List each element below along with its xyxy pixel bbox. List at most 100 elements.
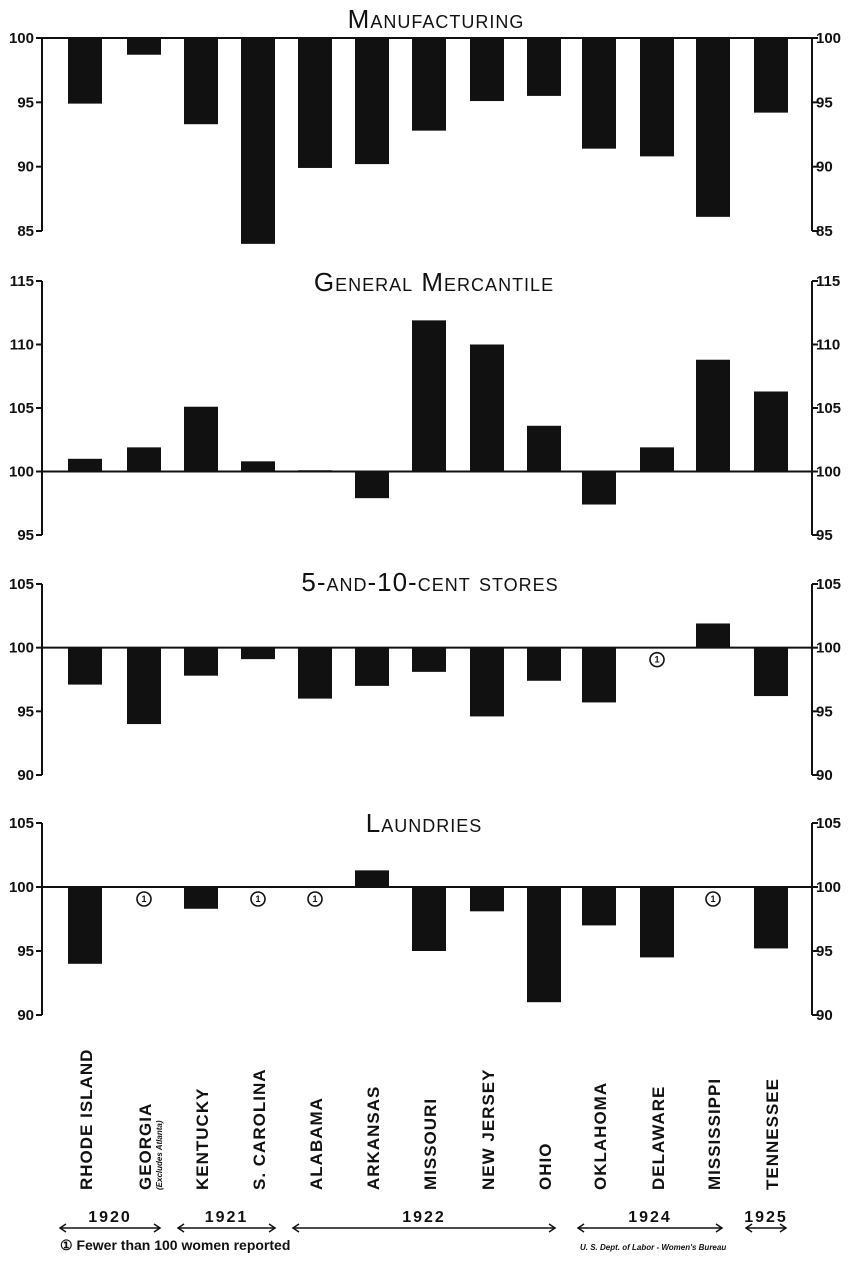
- bar-kentucky: [184, 647, 218, 676]
- year-brackets: 1920 1921 1922 1924 1925: [58, 1209, 788, 1233]
- tick-label-left: 95: [17, 943, 34, 960]
- tick-label-right: 90: [816, 159, 833, 176]
- year-bracket-1924: 1924: [576, 1209, 724, 1233]
- arrow-right-icon: [268, 1223, 277, 1233]
- bar-new-jersey: [470, 38, 504, 102]
- tick-label-right: 115: [816, 273, 840, 290]
- marker-label: 1: [710, 894, 715, 904]
- tick-label-left: 90: [17, 767, 34, 784]
- state-label-tennessee: TENNESSEE: [763, 1078, 782, 1190]
- bar-s-carolina: [241, 647, 275, 660]
- bar-rhode-island: [68, 887, 102, 964]
- bar-georgia: [127, 647, 161, 725]
- tick-label-left: 105: [9, 815, 34, 832]
- tick-label-left: 105: [9, 400, 34, 417]
- few-reported-marker-alabama: [307, 891, 323, 907]
- tick-label-left: 100: [9, 30, 34, 47]
- tick-label-left: 115: [10, 273, 34, 290]
- tick-label-left: 90: [17, 1007, 34, 1024]
- bar-mississippi: [696, 623, 730, 648]
- tick-label-left: 100: [9, 879, 34, 896]
- arrow-right-icon: [153, 1223, 162, 1233]
- arrow-left-icon: [744, 1223, 753, 1233]
- bar-ohio: [527, 647, 561, 681]
- tick-label-right: 95: [816, 703, 833, 720]
- bar-alabama: [298, 647, 332, 699]
- tick-label-right: 100: [816, 30, 841, 47]
- bar-mississippi: [696, 38, 730, 217]
- bar-rhode-island: [68, 458, 102, 472]
- tick-label-left: 100: [9, 640, 34, 657]
- state-label-oklahoma: OKLAHOMA: [591, 1082, 610, 1190]
- bar-oklahoma: [582, 38, 616, 149]
- state-labels: RHODE ISLAND GEORGIA KENTUCKY S. CAROLINA AL…: [77, 1049, 782, 1190]
- bar-missouri: [412, 887, 446, 951]
- bar-missouri: [412, 647, 446, 672]
- bar-oklahoma: [582, 471, 616, 505]
- bar-arkansas: [355, 870, 389, 887]
- credit-line: U. S. Dept. of Labor - Women's Bureau: [580, 1243, 726, 1252]
- arrow-left-icon: [176, 1223, 185, 1233]
- tick-label-right: 110: [816, 337, 840, 354]
- state-label-s-carolina: S. CAROLINA: [250, 1069, 269, 1191]
- marker-label: 1: [255, 894, 260, 904]
- tick-label-right: 95: [816, 94, 833, 111]
- year-bracket-1925: 1925: [744, 1209, 788, 1233]
- bar-s-carolina: [241, 38, 275, 244]
- bar-new-jersey: [470, 887, 504, 912]
- few-reported-marker-s-carolina: [250, 891, 266, 907]
- panel-title: General Mercantile: [314, 267, 554, 297]
- tick-label-right: 100: [816, 879, 841, 896]
- panel-title: 5-and-10-cent stores: [301, 567, 558, 597]
- year-label: 1920: [88, 1209, 132, 1226]
- tick-label-left: 100: [9, 464, 34, 481]
- bar-tennessee: [754, 391, 788, 472]
- bar-new-jersey: [470, 344, 504, 472]
- tick-label-left: 95: [17, 94, 34, 111]
- tick-label-left: 95: [17, 527, 34, 544]
- tick-label-right: 100: [816, 640, 841, 657]
- state-label-new-jersey: NEW JERSEY: [479, 1069, 498, 1190]
- state-label-arkansas: ARKANSAS: [364, 1086, 383, 1190]
- chart-panels: Manufacturing 100 100 95 95 90 90 85 85 General M…: [9, 4, 841, 1024]
- state-label-ohio: OHIO: [536, 1143, 555, 1190]
- tick-label-left: 85: [17, 223, 34, 240]
- tick-label-right: 105: [816, 576, 841, 593]
- state-label-georgia: GEORGIA: [136, 1103, 155, 1190]
- bar-georgia: [127, 38, 161, 55]
- year-bracket-1921: 1921: [176, 1209, 277, 1233]
- tick-label-right: 95: [816, 527, 833, 544]
- marker-label: 1: [141, 894, 146, 904]
- bar-rhode-island: [68, 38, 102, 104]
- state-label-delaware: DELAWARE: [649, 1086, 668, 1190]
- year-bracket-1922: 1922: [291, 1209, 557, 1233]
- tick-label-right: 95: [816, 943, 833, 960]
- bar-arkansas: [355, 38, 389, 165]
- bar-arkansas: [355, 471, 389, 499]
- bar-arkansas: [355, 647, 389, 686]
- bar-tennessee: [754, 887, 788, 949]
- arrow-right-icon: [779, 1223, 788, 1233]
- tick-label-right: 90: [816, 767, 833, 784]
- tick-label-left: 110: [10, 337, 34, 354]
- year-label: 1924: [628, 1209, 672, 1226]
- arrow-right-icon: [715, 1223, 724, 1233]
- arrow-left-icon: [576, 1223, 585, 1233]
- tick-label-right: 105: [816, 400, 841, 417]
- tick-label-left: 95: [17, 703, 34, 720]
- bar-kentucky: [184, 406, 218, 472]
- bar-alabama: [298, 38, 332, 168]
- state-label-rhode-island: RHODE ISLAND: [77, 1049, 96, 1190]
- tick-label-left: 90: [17, 159, 34, 176]
- panel-title: Manufacturing: [348, 4, 525, 34]
- bar-delaware: [640, 887, 674, 958]
- bar-oklahoma: [582, 887, 616, 926]
- bar-missouri: [412, 38, 446, 131]
- bar-s-carolina: [241, 461, 275, 472]
- tick-label-right: 90: [816, 1007, 833, 1024]
- bar-ohio: [527, 38, 561, 96]
- panel-2: 5-and-10-cent stores 105 105 100 100 95 95 90 90…: [9, 567, 841, 784]
- few-reported-marker-delaware: [649, 651, 665, 668]
- few-reported-marker-mississippi: [705, 891, 721, 907]
